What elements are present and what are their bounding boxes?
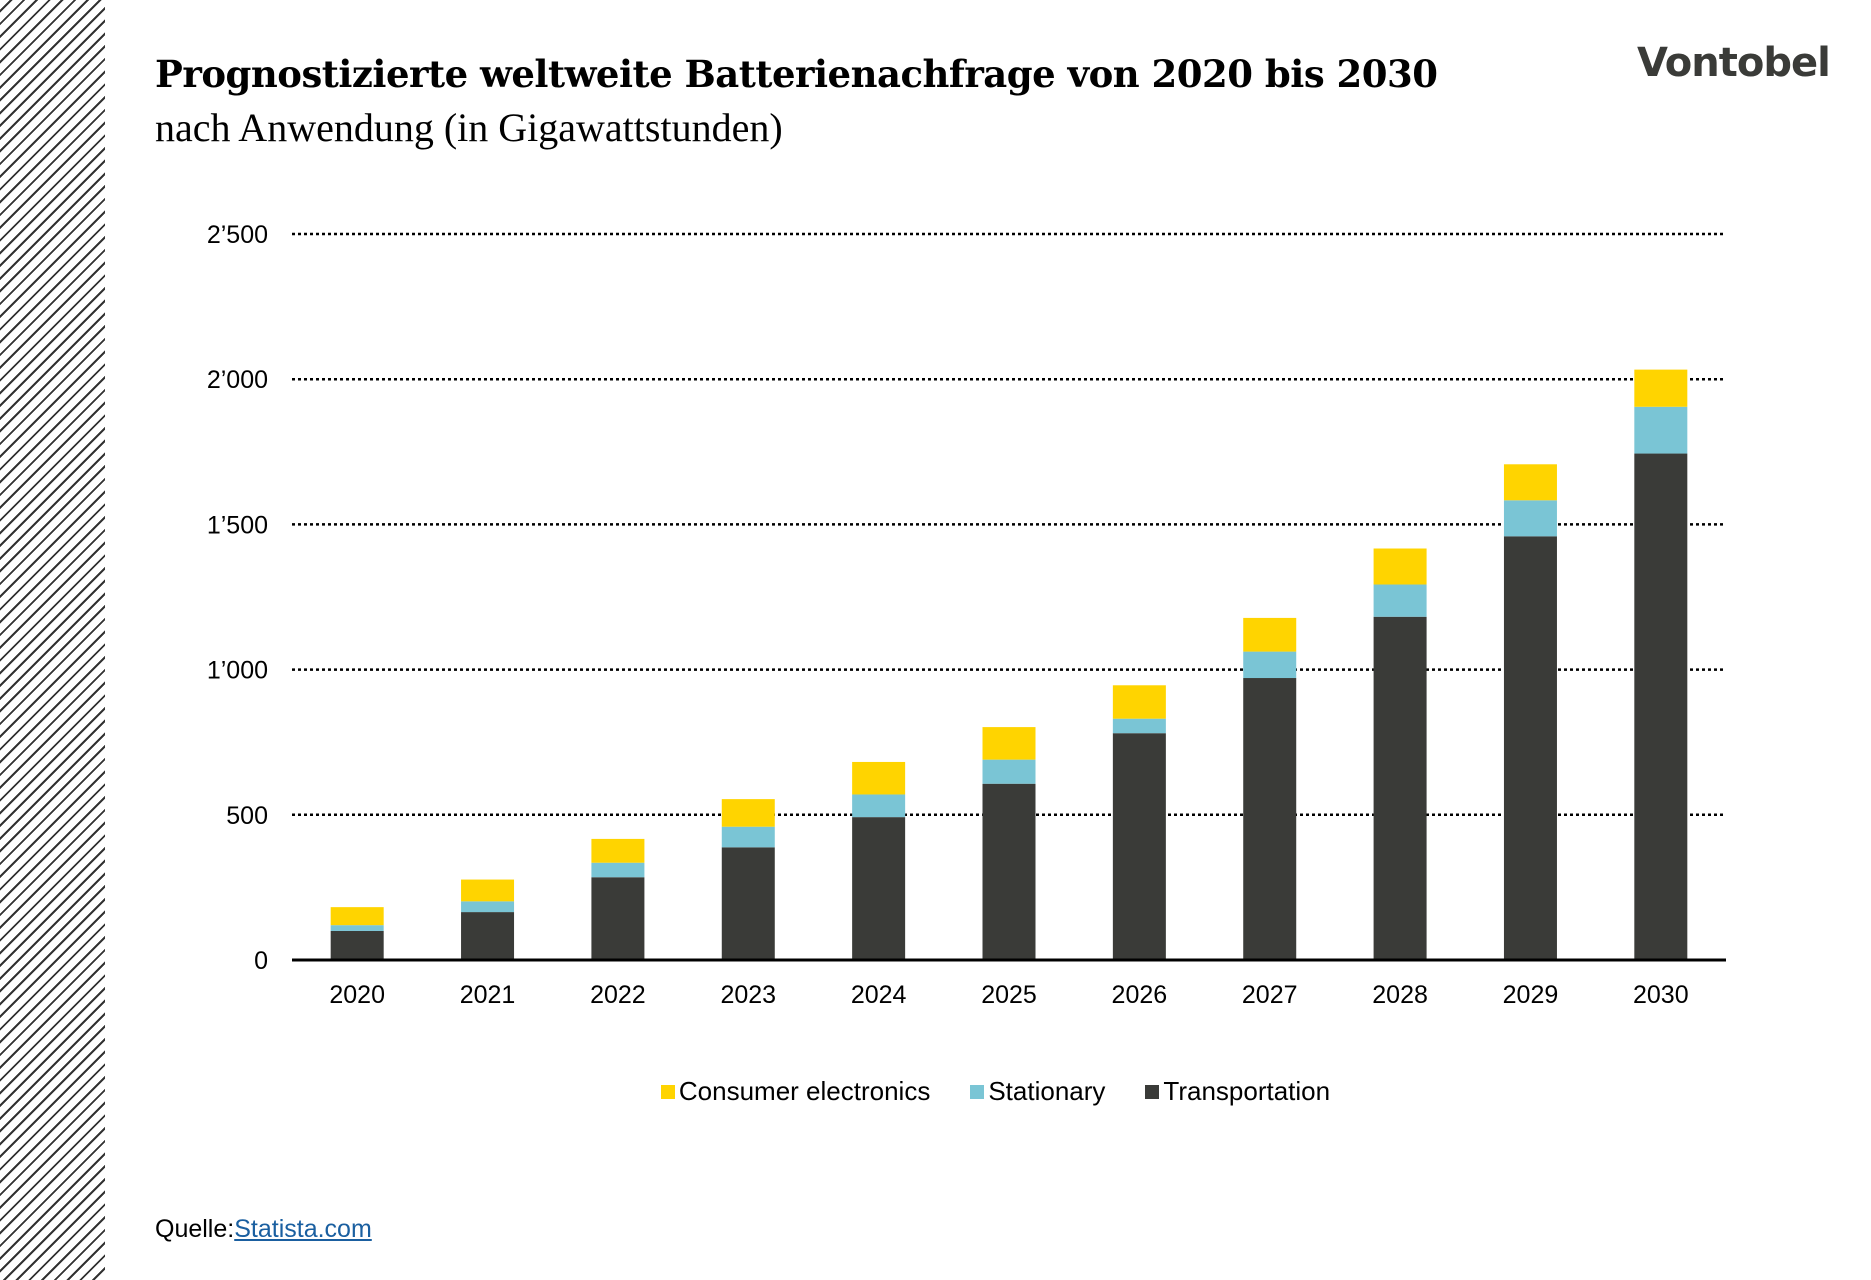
bar-consumer-electronics-2024 [852,761,906,795]
y-tick-label: 2’500 [207,221,268,249]
legend-item: Consumer electronics [660,1076,931,1107]
bar-transportation-2024 [852,817,906,960]
x-tick-label: 2022 [590,981,646,1009]
source-note: Quelle:Statista.com [155,1215,372,1244]
source-label: Quelle: [155,1215,235,1243]
legend-swatch [970,1084,985,1099]
legend-label: Stationary [988,1076,1106,1106]
legend: Consumer electronics Stationary Transporta… [0,1076,1871,1107]
bar-stationary-2024 [852,794,906,818]
bar-transportation-2020 [330,930,384,960]
bar-stationary-2025 [982,759,1036,784]
bar-transportation-2025 [982,783,1036,960]
bar-stationary-2026 [1112,718,1166,734]
x-tick-label: 2021 [460,981,516,1009]
bar-consumer-electronics-2028 [1373,548,1427,585]
bar-transportation-2021 [461,912,515,960]
bar-consumer-electronics-2030 [1634,369,1688,407]
bar-stationary-2030 [1634,406,1688,454]
x-tick-label: 2023 [720,981,776,1009]
bar-transportation-2026 [1112,733,1166,960]
x-tick-label: 2024 [851,981,907,1009]
legend-label: Consumer electronics [678,1076,931,1106]
bar-consumer-electronics-2027 [1243,617,1297,652]
bar-consumer-electronics-2025 [982,727,1036,760]
bar-consumer-electronics-2020 [330,907,384,926]
bar-transportation-2022 [591,877,645,960]
source-link[interactable]: Statista.com [234,1215,372,1243]
bar-transportation-2029 [1503,536,1557,960]
bar-stationary-2028 [1373,584,1427,617]
x-tick-label: 2020 [329,981,385,1009]
x-tick-label: 2030 [1633,981,1689,1009]
y-tick-label: 0 [254,947,268,975]
bar-consumer-electronics-2021 [461,879,515,902]
bar-consumer-electronics-2022 [591,838,645,863]
bar-transportation-2028 [1373,616,1427,960]
bar-transportation-2027 [1243,678,1297,960]
vontobel-logo: Vontobel [1637,40,1831,86]
legend-swatch [1145,1084,1160,1099]
bar-consumer-electronics-2026 [1112,685,1166,719]
bar-stationary-2029 [1503,500,1557,537]
chart-subtitle: nach Anwendung (in Gigawattstunden) [155,105,783,150]
bar-transportation-2030 [1634,453,1688,960]
x-tick-label: 2028 [1372,981,1428,1009]
legend-item: Transportation [1145,1076,1330,1107]
x-tick-label: 2027 [1242,981,1298,1009]
bar-consumer-electronics-2023 [721,799,775,827]
legend-item: Stationary [970,1076,1105,1107]
bar-stationary-2020 [330,925,384,931]
legend-swatch [660,1084,675,1099]
y-tick-label: 1’500 [207,511,268,539]
bar-stationary-2023 [721,826,775,848]
y-tick-label: 500 [226,802,268,830]
x-tick-label: 2026 [1112,981,1168,1009]
chart-title: Prognostizierte weltweite Batterienachfr… [155,52,1438,96]
x-tick-label: 2029 [1503,981,1559,1009]
bar-stationary-2021 [461,901,515,913]
x-tick-label: 2025 [981,981,1037,1009]
bar-transportation-2023 [721,847,775,960]
bar-stationary-2022 [591,862,645,878]
bar-stationary-2027 [1243,651,1297,679]
decorative-hatch-strip [0,0,105,1280]
bar-consumer-electronics-2029 [1503,464,1557,501]
legend-label: Transportation [1163,1076,1331,1106]
y-tick-label: 2’000 [207,366,268,394]
y-tick-label: 1’000 [207,657,268,685]
